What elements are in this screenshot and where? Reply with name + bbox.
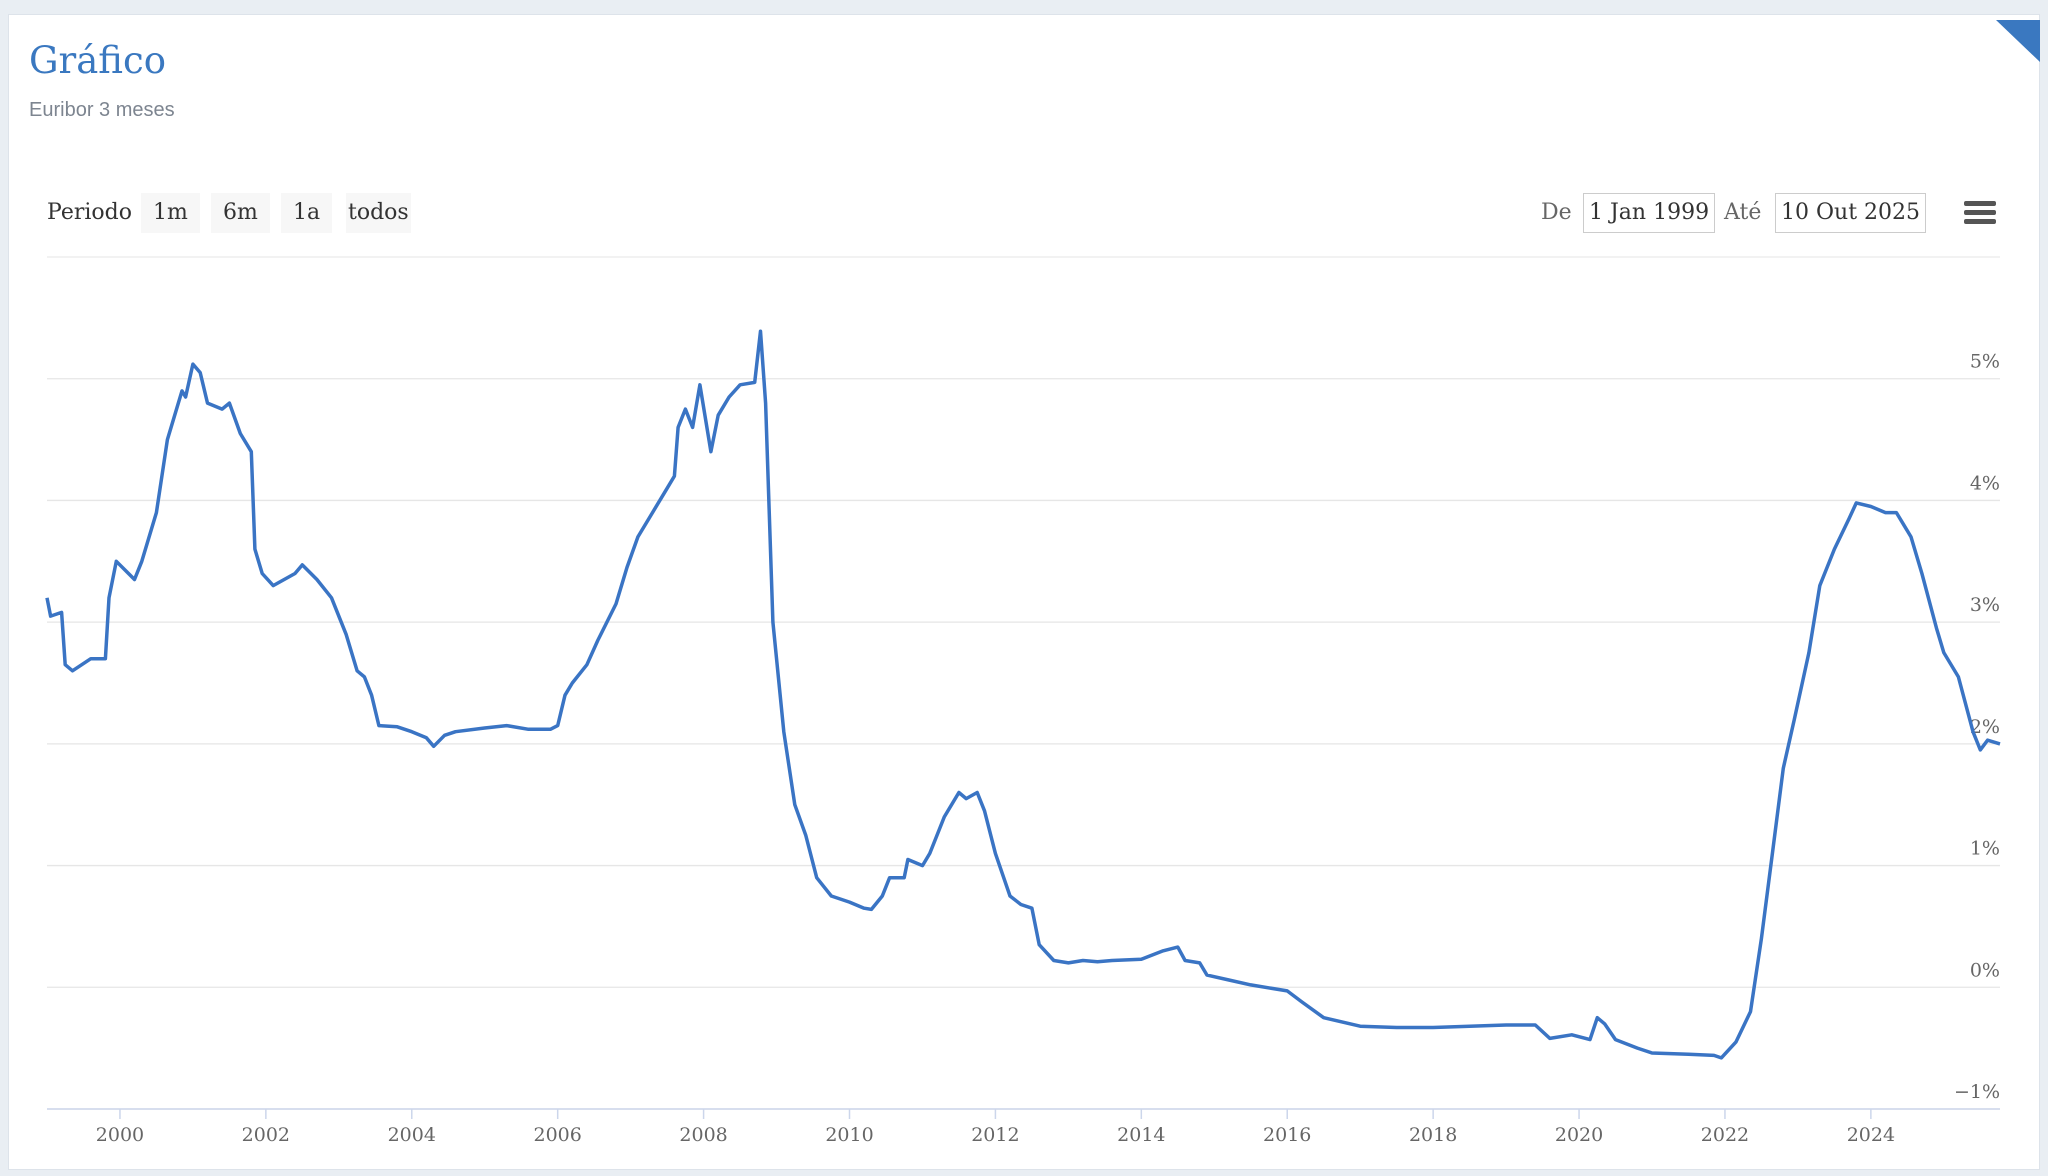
to-label: Até (1724, 200, 1762, 225)
x-tick-label: 2006 (534, 1124, 582, 1146)
period-label: Periodo (47, 200, 132, 225)
x-tick-label: 2008 (679, 1124, 727, 1146)
chart-card: Gráfico Euribor 3 meses Periodo 1m 6m 1a… (8, 14, 2040, 1170)
y-tick-label: 5% (1970, 351, 2000, 373)
corner-marker (1996, 20, 2040, 62)
x-tick-label: 2012 (971, 1124, 1019, 1146)
y-tick-label: 2% (1970, 716, 2000, 738)
range-button[interactable]: 1m (141, 193, 200, 233)
chart-subtitle: Euribor 3 meses (29, 99, 175, 121)
x-tick-label: 2022 (1701, 1124, 1749, 1146)
range-button[interactable]: 1a (281, 193, 333, 233)
x-tick-label: 2014 (1117, 1124, 1165, 1146)
y-tick-label: 1% (1970, 838, 2000, 860)
y-tick-label: 0% (1970, 959, 2000, 981)
range-button[interactable]: 6m (211, 193, 270, 233)
menu-bar (1964, 219, 1996, 224)
from-input[interactable]: 1 Jan 1999 (1583, 193, 1716, 233)
x-tick-label: 2004 (388, 1124, 436, 1146)
y-tick-label: −1% (1954, 1081, 2000, 1103)
from-label: De (1541, 200, 1572, 225)
x-tick-label: 2010 (825, 1124, 873, 1146)
x-tick-label: 2002 (242, 1124, 290, 1146)
range-button[interactable]: todos (346, 193, 411, 233)
y-tick-label: 4% (1970, 472, 2000, 494)
x-tick-label: 2020 (1555, 1124, 1603, 1146)
x-tick-label: 2000 (96, 1124, 144, 1146)
menu-icon[interactable] (1964, 201, 1996, 224)
x-tick-label: 2024 (1847, 1124, 1895, 1146)
menu-bar (1964, 201, 1996, 206)
data-line (45, 329, 2001, 1060)
y-tick-label: 3% (1970, 594, 2000, 616)
x-tick-label: 2018 (1409, 1124, 1457, 1146)
x-tick-label: 2016 (1263, 1124, 1311, 1146)
to-input[interactable]: 10 Out 2025 (1775, 193, 1927, 233)
menu-bar (1964, 210, 1996, 215)
chart-title: Gráfico (29, 39, 166, 82)
